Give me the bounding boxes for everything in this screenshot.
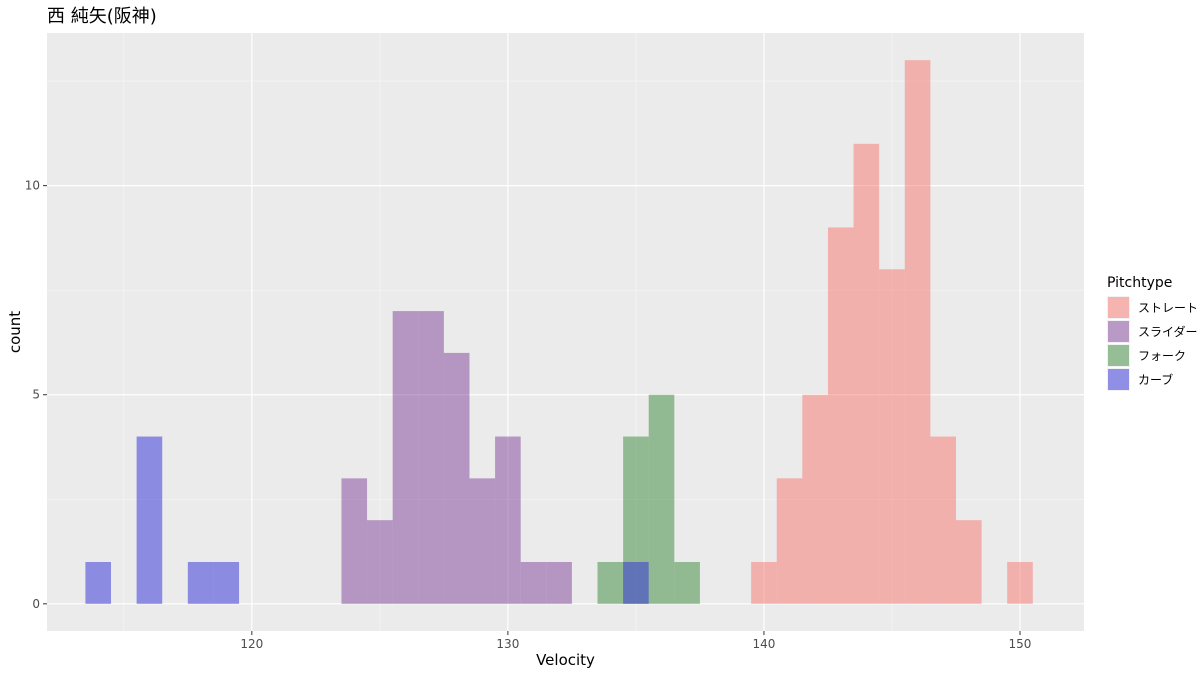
x-axis-title: Velocity bbox=[536, 651, 595, 669]
histogram-bar bbox=[418, 311, 444, 604]
histogram-bar bbox=[930, 436, 956, 604]
histogram-bar bbox=[904, 60, 931, 604]
histogram-bar bbox=[674, 562, 700, 604]
legend-swatch bbox=[1108, 345, 1129, 366]
x-tick-label: 130 bbox=[496, 637, 519, 651]
histogram-bar bbox=[546, 562, 572, 604]
legend-label: フォーク bbox=[1138, 349, 1186, 363]
histogram-bar bbox=[853, 143, 880, 604]
histogram-bar bbox=[213, 562, 240, 604]
chart-title: 西 純矢(阪神) bbox=[47, 6, 157, 27]
histogram-bar bbox=[751, 562, 777, 604]
histogram-bar bbox=[648, 394, 675, 604]
histogram-bar bbox=[597, 562, 624, 604]
histogram-bar bbox=[827, 227, 854, 604]
legend-title: Pitchtype bbox=[1107, 275, 1172, 291]
x-axis-ticks: 120 130 140 150 bbox=[240, 631, 1031, 651]
histogram-bar bbox=[367, 520, 393, 604]
x-tick-label: 140 bbox=[752, 637, 775, 651]
legend-label: ストレート bbox=[1138, 301, 1198, 315]
legend-label: スライダー bbox=[1138, 324, 1198, 339]
x-tick-label: 150 bbox=[1009, 637, 1032, 651]
legend-swatch bbox=[1108, 321, 1129, 342]
histogram-bars bbox=[85, 60, 1033, 604]
histogram-bar bbox=[623, 562, 649, 604]
histogram-bar bbox=[341, 478, 368, 604]
y-tick-label: 0 bbox=[32, 597, 40, 611]
histogram-bar bbox=[955, 520, 982, 604]
y-tick-label: 5 bbox=[32, 388, 40, 402]
histogram-bar bbox=[443, 352, 470, 604]
y-tick-label: 10 bbox=[25, 179, 40, 193]
histogram-bar bbox=[879, 269, 905, 604]
legend-swatch bbox=[1108, 297, 1129, 318]
histogram-bar bbox=[1007, 562, 1033, 604]
histogram-bar bbox=[187, 562, 214, 604]
histogram-bar bbox=[520, 562, 547, 604]
histogram-bar bbox=[136, 436, 163, 604]
x-tick-label: 120 bbox=[240, 637, 263, 651]
y-axis-ticks: 0 5 10 bbox=[25, 179, 47, 611]
histogram-bar bbox=[392, 311, 419, 604]
legend-swatch bbox=[1108, 369, 1129, 390]
histogram-bar bbox=[802, 394, 828, 604]
legend-label: カーブ bbox=[1138, 372, 1173, 387]
histogram-bar bbox=[776, 478, 803, 604]
histogram-bar bbox=[469, 478, 496, 604]
histogram-bar bbox=[495, 436, 521, 604]
y-axis-title: count bbox=[6, 311, 24, 353]
histogram-bar bbox=[85, 562, 112, 604]
